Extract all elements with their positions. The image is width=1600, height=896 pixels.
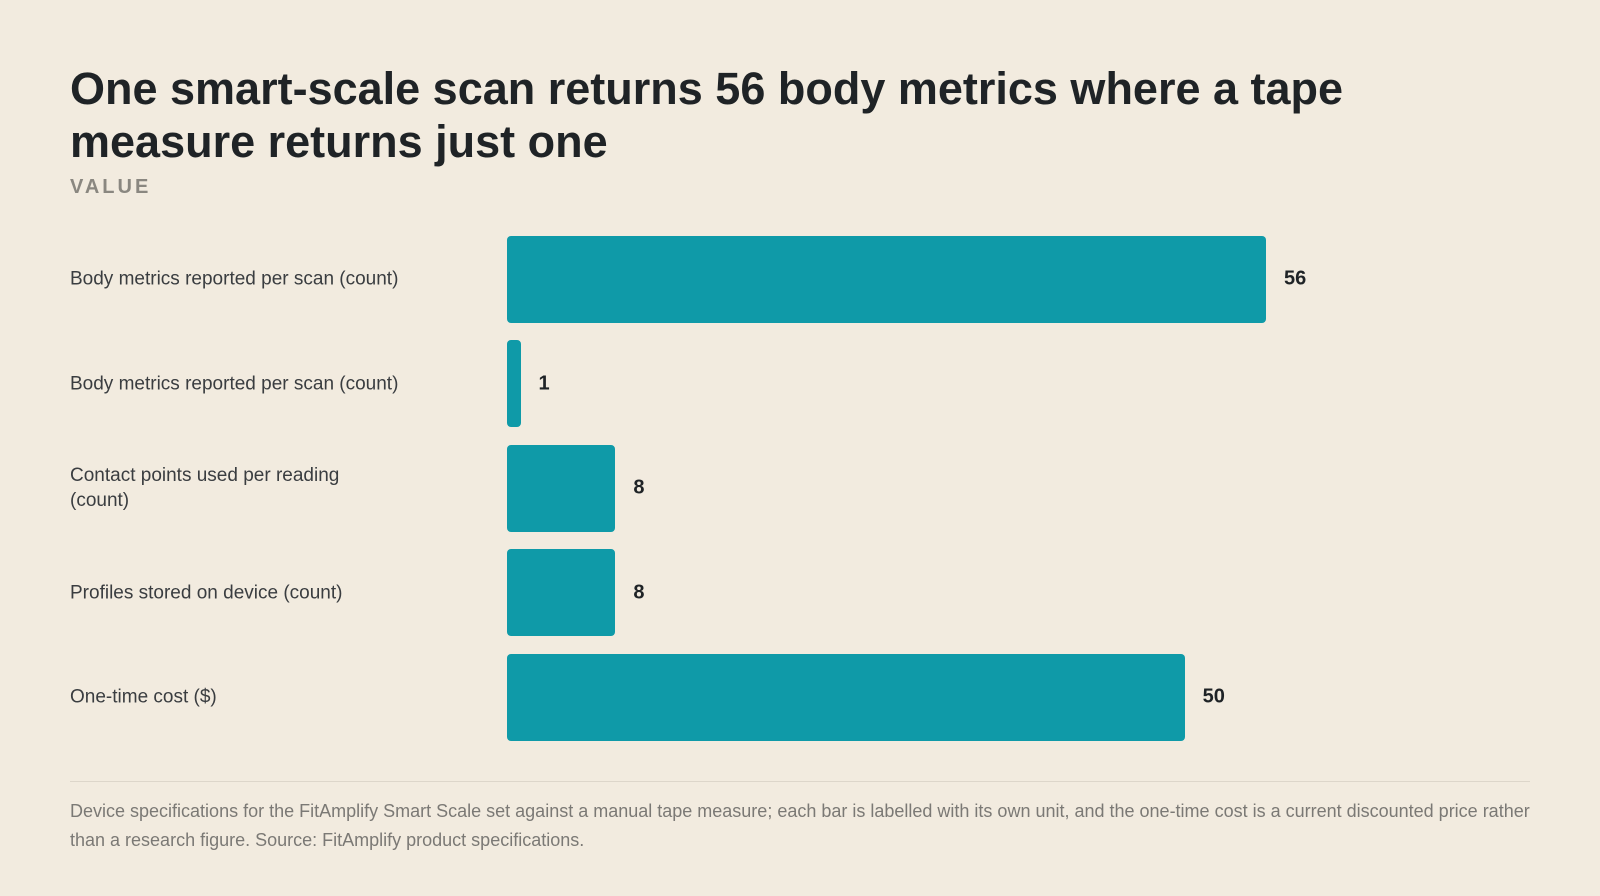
chart-subtitle: VALUE — [70, 176, 152, 198]
y-tick-label: One-time cost ($) — [70, 686, 217, 708]
y-tick-label: Contact points used per reading (count) — [70, 465, 340, 512]
bar — [507, 235, 1266, 323]
value-label: 8 — [633, 581, 645, 604]
value-label: 56 — [1284, 267, 1307, 290]
y-tick-label: Profiles stored on device (count) — [70, 582, 343, 604]
chart-note: Device specifications for the FitAmplify… — [70, 801, 1530, 850]
y-tick-label: Body metrics reported per scan (count) — [70, 373, 399, 395]
bar — [507, 653, 1185, 741]
value-label: 50 — [1202, 685, 1225, 708]
chart-title: One smart-scale scan returns 56 body met… — [70, 63, 1344, 167]
divider — [70, 781, 1530, 782]
value-label: 1 — [538, 372, 550, 395]
value-label: 8 — [633, 476, 645, 499]
bar — [507, 549, 616, 637]
bar — [507, 340, 521, 428]
bar — [507, 444, 616, 532]
y-tick-label: Body metrics reported per scan (count) — [70, 268, 399, 290]
